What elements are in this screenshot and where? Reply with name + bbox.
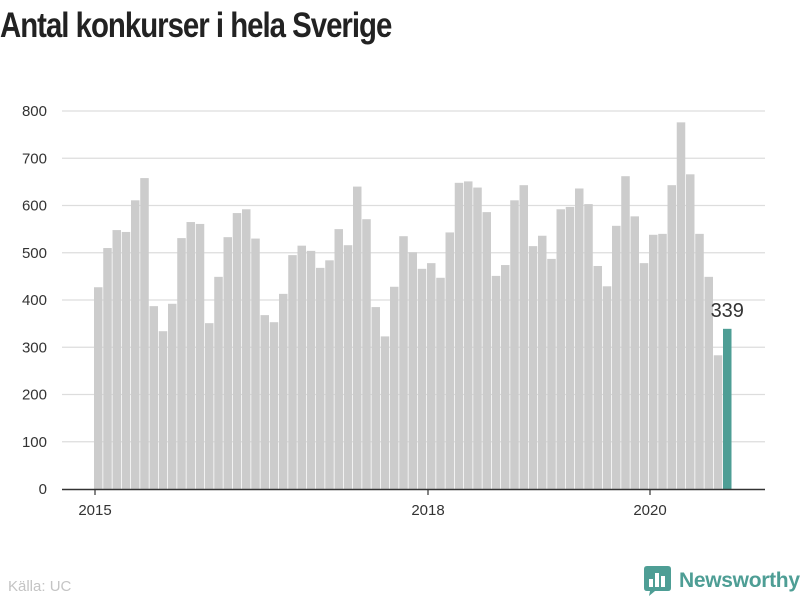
bar: [630, 216, 639, 489]
bar: [482, 212, 491, 490]
bar: [547, 258, 556, 489]
bar: [612, 225, 621, 489]
y-axis-tick-labels: 0 100 200 300 400 500 600 700 800: [22, 103, 47, 498]
brand-name: Newsworthy: [679, 569, 800, 592]
bar: [269, 322, 279, 489]
bar: [528, 246, 538, 489]
bar: [584, 204, 593, 489]
bar: [214, 276, 223, 489]
bar: [501, 265, 510, 489]
bar: [510, 200, 519, 490]
source-note: Källa: UC: [8, 578, 72, 595]
bar: [288, 255, 297, 489]
bar: [436, 277, 445, 489]
brand-logo: Newsworthy: [644, 566, 800, 596]
y-tick-label: 600: [22, 198, 47, 215]
y-tick-label: 700: [22, 150, 47, 167]
bar: [408, 252, 417, 489]
data-label: 339: [711, 300, 744, 322]
bar: [667, 185, 676, 489]
bar: [177, 238, 186, 489]
bar: [704, 276, 713, 489]
bar: [593, 265, 602, 489]
y-tick-label: 0: [39, 481, 47, 498]
bar: [306, 250, 316, 489]
bar: [112, 230, 121, 489]
bar: [565, 206, 575, 490]
bar: [232, 213, 242, 489]
bar: [399, 236, 408, 489]
bar: [205, 323, 214, 489]
bar: [121, 231, 131, 489]
bar: [380, 336, 390, 489]
bar: [343, 245, 353, 489]
bar: [464, 181, 473, 489]
y-tick-label: 100: [22, 434, 47, 451]
bar: [94, 287, 103, 489]
bar: [251, 238, 260, 489]
x-axis: 2015 2018 2020: [62, 488, 765, 519]
bar: [131, 200, 140, 490]
bar: [676, 122, 686, 489]
x-tick-label: 2018: [411, 502, 444, 519]
bar: [223, 237, 232, 489]
bar: [168, 303, 177, 489]
bar: [695, 233, 704, 489]
bar: [575, 188, 584, 490]
bar: [371, 307, 380, 489]
bar: [445, 232, 454, 489]
bars: [94, 122, 732, 490]
bar: [417, 268, 427, 489]
bar: [334, 229, 343, 489]
bar: [316, 267, 325, 489]
bar: [713, 355, 723, 489]
bar: [362, 219, 371, 489]
bar: [325, 260, 334, 489]
bar: [297, 245, 306, 489]
bar: [427, 263, 436, 489]
bar: [140, 178, 149, 489]
bar: [491, 275, 501, 489]
bar: [556, 209, 565, 489]
bar: [639, 263, 649, 489]
bar: [538, 235, 547, 489]
bar: [454, 182, 464, 489]
y-tick-label: 800: [22, 103, 47, 120]
bar: [158, 331, 168, 489]
y-tick-label: 500: [22, 245, 47, 262]
bar-chart-speech-bubble-icon: [644, 566, 671, 596]
bar: [686, 174, 695, 489]
bar: [519, 185, 528, 489]
bar: [279, 293, 288, 489]
bar: [186, 222, 195, 489]
bar: [621, 176, 630, 489]
bar: [658, 233, 667, 489]
data-labels: 339: [711, 300, 744, 322]
x-tick-label: 2020: [633, 502, 666, 519]
bar: [103, 248, 112, 489]
bar: [602, 286, 612, 489]
bar: [260, 315, 269, 489]
bar: [242, 209, 251, 489]
bar: [473, 187, 482, 490]
y-tick-label: 300: [22, 339, 47, 356]
bar: [390, 286, 399, 489]
x-tick-label: 2015: [78, 502, 111, 519]
bar: [195, 223, 205, 490]
bar-highlight: [723, 328, 732, 489]
y-tick-label: 200: [22, 387, 47, 404]
bar: [649, 234, 658, 489]
y-tick-label: 400: [22, 292, 47, 309]
chart-title: Antal konkurser i hela Sverige: [0, 6, 392, 45]
bar: [149, 306, 158, 489]
bar-chart: 0 100 200 300 400 500 600 700 800 2015 2018 2020 3…: [22, 103, 765, 519]
bar: [353, 186, 362, 489]
